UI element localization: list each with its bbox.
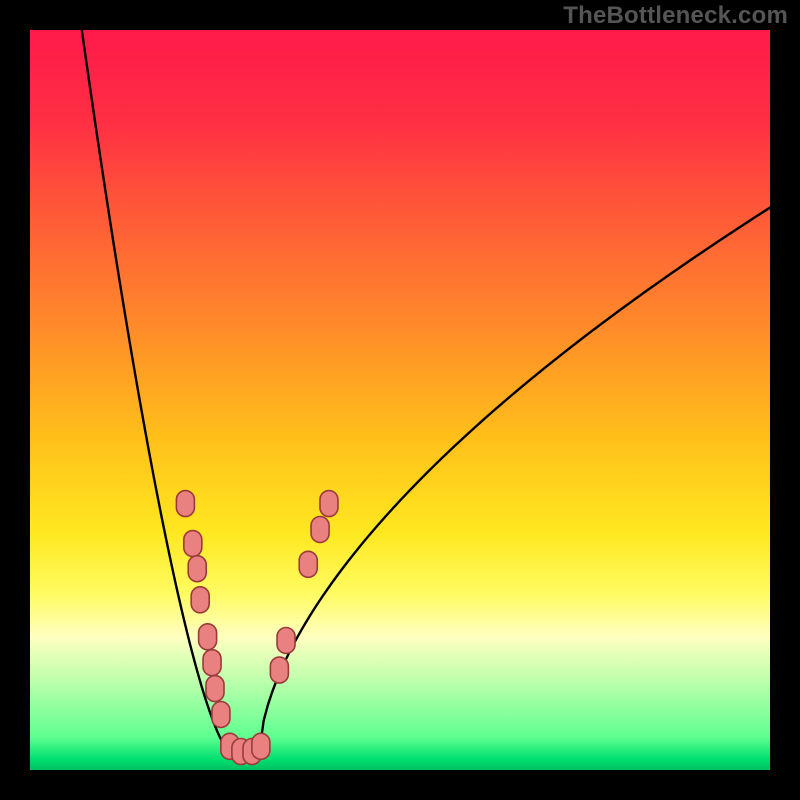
data-marker — [212, 702, 230, 728]
bottleneck-curve-chart — [30, 30, 770, 770]
chart-frame: TheBottleneck.com — [0, 0, 800, 800]
data-marker — [176, 491, 194, 517]
data-marker — [199, 624, 217, 650]
data-marker — [252, 733, 270, 759]
data-marker — [277, 628, 295, 654]
watermark-text: TheBottleneck.com — [563, 2, 788, 30]
data-marker — [191, 587, 209, 613]
data-marker — [270, 657, 288, 683]
data-marker — [299, 551, 317, 577]
plot-area — [30, 30, 770, 770]
data-marker — [203, 650, 221, 676]
data-marker — [206, 676, 224, 702]
data-marker — [188, 556, 206, 582]
gradient-background — [30, 30, 770, 770]
data-marker — [311, 517, 329, 543]
data-marker — [184, 531, 202, 557]
data-marker — [320, 491, 338, 517]
